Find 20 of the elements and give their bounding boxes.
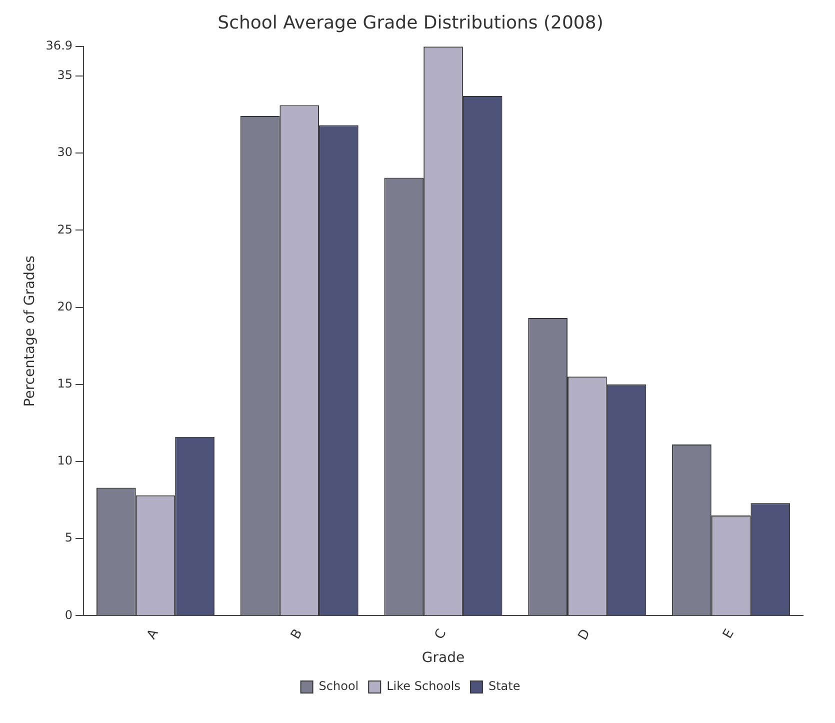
y-tick-label: 35 — [57, 68, 73, 82]
y-tick-label: 5 — [64, 530, 73, 545]
x-tick-label: C — [432, 626, 450, 642]
x-tick-label: A — [144, 626, 162, 642]
y-tick-label: 15 — [57, 376, 73, 390]
legend-label: School — [318, 679, 359, 694]
chart-title: School Average Grade Distributions (2008) — [218, 12, 604, 34]
legend-label: Like Schools — [386, 679, 460, 694]
x-tick-label: B — [288, 626, 306, 642]
x-axis-title: Grade — [422, 650, 465, 666]
y-tick-label: 20 — [57, 299, 73, 314]
x-tick-label: D — [576, 626, 594, 643]
y-tick-label: 25 — [57, 222, 73, 236]
legend-label: State — [488, 679, 520, 694]
y-tick-label: 30 — [57, 145, 73, 160]
y-tick-label: 36.9 — [46, 38, 73, 53]
y-tick-label: 10 — [57, 454, 73, 468]
y-axis-title: Percentage of Grades — [22, 256, 38, 407]
y-tick-label: 0 — [64, 608, 73, 622]
x-tick-label: E — [720, 626, 738, 642]
